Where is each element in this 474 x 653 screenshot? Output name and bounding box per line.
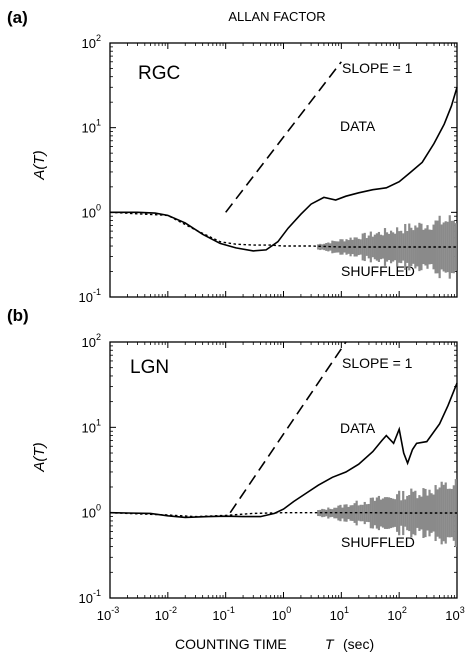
panel-a-ylabel: A(T) bbox=[31, 150, 48, 180]
x-axis-label-text: COUNTING TIME bbox=[175, 636, 287, 652]
panel-a-series-data bbox=[110, 87, 458, 252]
panel-b-y-tick-label: 10-1 bbox=[79, 588, 101, 606]
x-axis-label: COUNTING TIME T (sec) bbox=[175, 636, 374, 652]
panel-b-inset-title: LGN bbox=[130, 357, 169, 378]
panel-a: (a) RGC SLOPE = 1 DATA SHUFFLED A(T) 10-… bbox=[7, 8, 458, 305]
panel-b-ylabel: A(T) bbox=[31, 442, 48, 472]
panel-a-y-tick-label: 102 bbox=[82, 33, 101, 51]
panel-b-x-tick-label: 100 bbox=[272, 605, 291, 623]
panel-b-data-label: DATA bbox=[340, 420, 376, 436]
panel-b-slope-label: SLOPE = 1 bbox=[342, 355, 413, 371]
panel-a-series-slope-1 bbox=[225, 61, 342, 213]
panel-a-slope-label: SLOPE = 1 bbox=[342, 60, 413, 76]
panel-b-series-data bbox=[109, 382, 458, 519]
x-axis-label-unit: (sec) bbox=[343, 636, 374, 652]
panel-a-y-tick-label: 10-1 bbox=[79, 287, 101, 305]
panel-a-label: (a) bbox=[7, 8, 28, 27]
panel-b-x-tick-label: 10-1 bbox=[212, 605, 234, 623]
panel-b-x-tick-label: 103 bbox=[445, 605, 464, 623]
panel-b-x-tick-label: 102 bbox=[387, 605, 406, 623]
panel-a-data-label: DATA bbox=[340, 118, 376, 134]
panel-a-y-tick-label: 101 bbox=[82, 118, 101, 136]
panel-b-y-tick-label: 102 bbox=[82, 332, 101, 350]
panel-a-shuffled-label: SHUFFLED bbox=[341, 263, 415, 279]
panel-b-frame bbox=[109, 341, 458, 599]
panel-b-x-tick-label: 101 bbox=[330, 605, 349, 623]
figure-title: ALLAN FACTOR bbox=[228, 9, 325, 24]
panel-a-inset-title: RGC bbox=[138, 63, 180, 84]
x-axis-label-symbol: T bbox=[325, 636, 335, 652]
panel-b-y-tick-label: 101 bbox=[82, 417, 101, 435]
panel-b-label: (b) bbox=[7, 306, 29, 325]
panel-b-shuffled-label: SHUFFLED bbox=[341, 534, 415, 550]
panel-a-series-shuffled bbox=[109, 211, 457, 248]
panel-a-y-tick-label: 100 bbox=[82, 202, 101, 220]
panel-b-x-tick-label: 10-2 bbox=[155, 605, 177, 623]
panel-b: (b) LGN SLOPE = 1 DATA SHUFFLED A(T) 10-… bbox=[7, 306, 465, 623]
panel-b-y-tick-label: 100 bbox=[82, 503, 101, 521]
panel-b-series-slope-1 bbox=[229, 341, 347, 514]
panel-b-x-tick-label: 10-3 bbox=[97, 605, 119, 623]
panel-b-series-shuffled bbox=[109, 512, 457, 518]
